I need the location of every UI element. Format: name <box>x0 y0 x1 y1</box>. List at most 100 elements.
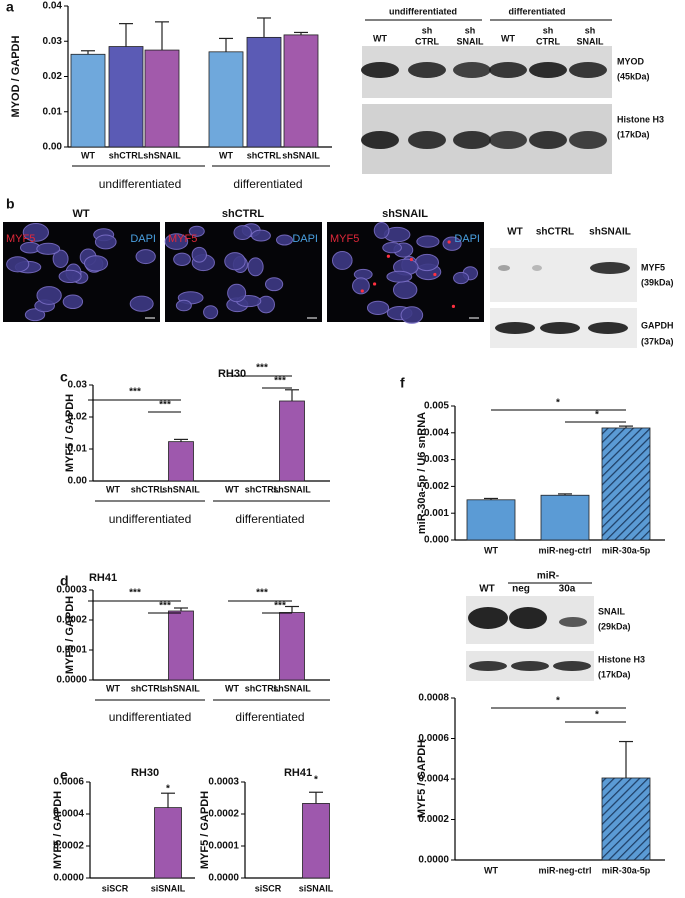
lane-label: shSNAIL <box>589 227 631 238</box>
lane-header: miR- <box>537 571 559 582</box>
stain-label: DAPI <box>292 233 318 245</box>
y-axis-label: MYF5 / GAPDH <box>64 394 76 472</box>
bar <box>154 807 182 879</box>
y-axis-label: miR-30a-5p / U6 snRNA <box>416 412 428 534</box>
band-label: (39kDa) <box>641 277 674 287</box>
y-tick-label: 0.0001 <box>208 841 239 852</box>
significance-label: * <box>595 410 599 421</box>
y-axis-label: MYF5 / GAPDH <box>199 791 211 869</box>
nucleus <box>22 223 49 242</box>
lane-label: SNAIL <box>577 36 605 46</box>
x-tick-label: shCTRL <box>245 683 280 693</box>
group-label: differentiated <box>508 6 565 16</box>
nucleus <box>175 299 192 312</box>
blot-band <box>559 617 587 627</box>
significance-label: *** <box>274 376 286 387</box>
band-label: MYF5 <box>641 262 665 272</box>
blot-band <box>469 661 507 671</box>
significance-label: *** <box>274 601 286 612</box>
myf5-dot <box>409 257 414 262</box>
y-tick-label: 0.000 <box>424 535 449 546</box>
blot-band <box>553 661 591 671</box>
x-tick-label: shSNAIL <box>162 683 200 693</box>
stain-label: MYF5 <box>330 233 359 245</box>
nucleus <box>366 300 390 315</box>
x-tick-label: siSCR <box>102 883 129 893</box>
nucleus <box>386 270 413 283</box>
myf5-dot <box>386 254 391 258</box>
blot-band <box>498 265 510 271</box>
stain-label: MYF5 <box>168 233 197 245</box>
x-tick-label: shCTRL <box>109 150 144 160</box>
lane-label: WT <box>507 227 523 238</box>
y-tick-label: 0.0004 <box>53 809 84 820</box>
x-tick-label: shSNAIL <box>143 150 181 160</box>
panel-label: b <box>6 196 15 212</box>
significance-label: * <box>166 784 170 795</box>
x-tick-label: WT <box>484 865 498 875</box>
nucleus <box>129 295 154 312</box>
x-tick-label: shSNAIL <box>273 484 311 494</box>
nucleus <box>135 249 156 265</box>
nucleus <box>352 277 370 295</box>
stain-label: DAPI <box>454 233 480 245</box>
nucleus <box>275 234 293 246</box>
y-tick-label: 0.04 <box>43 1 63 12</box>
y-tick-label: 0.0006 <box>53 777 84 788</box>
significance-label: * <box>556 398 560 409</box>
y-tick-label: 0.0002 <box>56 615 87 626</box>
blot-band <box>408 131 446 149</box>
significance-label: * <box>314 775 318 786</box>
nucleus <box>227 283 247 303</box>
lane-label: neg <box>512 584 530 595</box>
band-label: SNAIL <box>598 606 626 616</box>
lane-label: sh <box>422 25 433 35</box>
y-tick-label: 0.0002 <box>53 841 84 852</box>
lane-label: 30a <box>559 584 576 595</box>
x-tick-label: shCTRL <box>247 150 282 160</box>
bar <box>466 499 516 541</box>
significance-label: *** <box>129 588 141 599</box>
x-tick-label: shCTRL <box>245 484 280 494</box>
band-label: (29kDa) <box>598 621 631 631</box>
lane-label: sh <box>585 25 596 35</box>
bar <box>108 46 144 148</box>
x-tick-label: siSNAIL <box>151 883 186 893</box>
x-tick-label: shCTRL <box>131 484 166 494</box>
myf5-dot <box>433 272 437 277</box>
significance-label: *** <box>159 400 171 411</box>
band-label: (17kDa) <box>598 669 631 679</box>
micrograph-title: shCTRL <box>222 208 264 220</box>
nucleus <box>83 255 109 272</box>
blot-band <box>509 607 547 629</box>
lane-label: SNAIL <box>457 36 485 46</box>
nucleus <box>416 235 440 248</box>
nucleus <box>164 233 189 250</box>
nucleus <box>58 269 82 284</box>
nucleus <box>453 271 470 285</box>
chart-title: RH30 <box>218 368 246 380</box>
blot-band <box>489 62 527 78</box>
bar <box>279 612 305 681</box>
y-tick-label: 0.002 <box>424 481 449 492</box>
y-tick-label: 0.0001 <box>56 645 87 656</box>
group-label: differentiated <box>235 512 304 526</box>
significance-label: *** <box>129 387 141 398</box>
x-tick-label: WT <box>484 545 498 555</box>
x-tick-label: shSNAIL <box>282 150 320 160</box>
chart-title: RH41 <box>284 767 312 779</box>
nucleus <box>400 306 424 324</box>
myf5-dot <box>451 304 456 308</box>
y-tick-label: 0.00 <box>43 142 63 153</box>
nucleus <box>62 294 84 310</box>
y-tick-label: 0.03 <box>68 380 88 391</box>
x-tick-label: miR-30a-5p <box>602 865 651 875</box>
bar <box>302 803 330 879</box>
x-tick-label: siSNAIL <box>299 883 334 893</box>
blot-frame <box>490 248 637 302</box>
micrograph-title: WT <box>72 208 89 220</box>
significance-label: *** <box>159 601 171 612</box>
bar <box>601 427 651 541</box>
nucleus <box>36 242 61 255</box>
y-tick-label: 0.003 <box>424 454 449 465</box>
